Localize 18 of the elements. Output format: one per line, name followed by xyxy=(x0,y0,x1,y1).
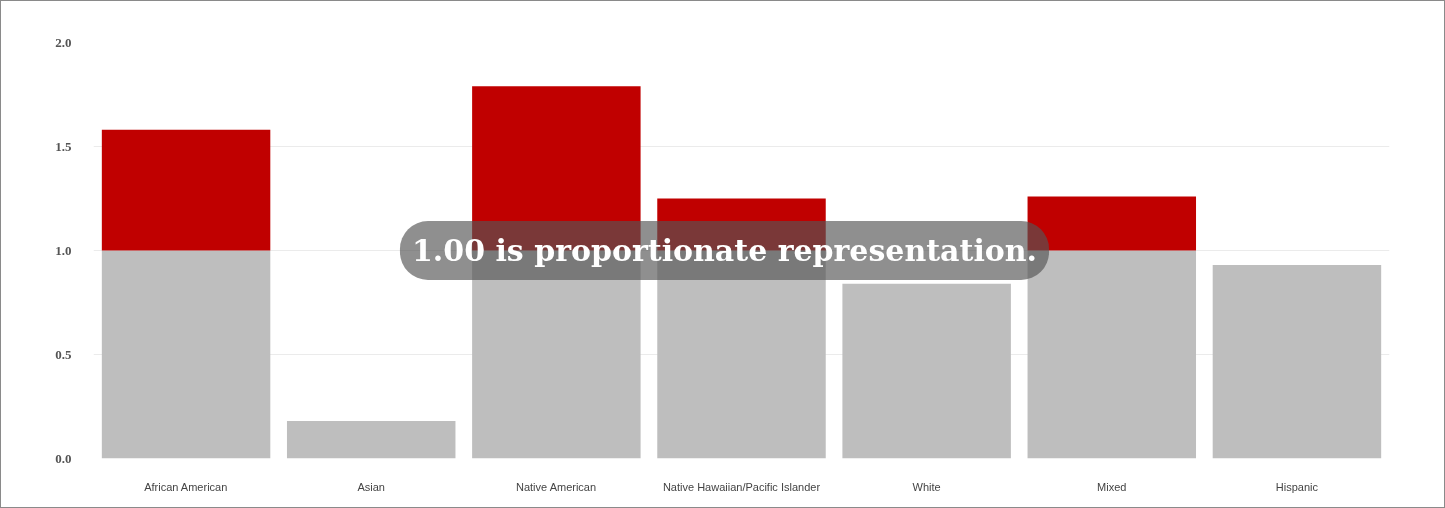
bar xyxy=(286,421,456,459)
y-tick-label: 2.0 xyxy=(55,34,72,50)
y-tick-label: 0.5 xyxy=(55,346,72,362)
bar xyxy=(842,283,1011,459)
x-tick-label: African American xyxy=(144,480,228,493)
x-tick-label: Asian xyxy=(357,480,385,493)
x-tick-label: White xyxy=(912,480,941,493)
x-tick-label: Hispanic xyxy=(1275,480,1319,493)
x-tick-label: Native American xyxy=(516,480,597,493)
x-tick-label: Mixed xyxy=(1097,480,1127,493)
x-tick-label: Native Hawaiian/Pacific Islander xyxy=(662,480,821,493)
annotation: 1.00 is proportionate representation. xyxy=(411,233,1038,268)
y-tick-label: 1.5 xyxy=(55,138,72,154)
bar xyxy=(101,250,271,459)
bar xyxy=(101,129,271,251)
y-tick-label: 0.0 xyxy=(55,450,72,466)
bar xyxy=(1212,265,1382,459)
y-tick-label: 1.0 xyxy=(55,242,72,258)
